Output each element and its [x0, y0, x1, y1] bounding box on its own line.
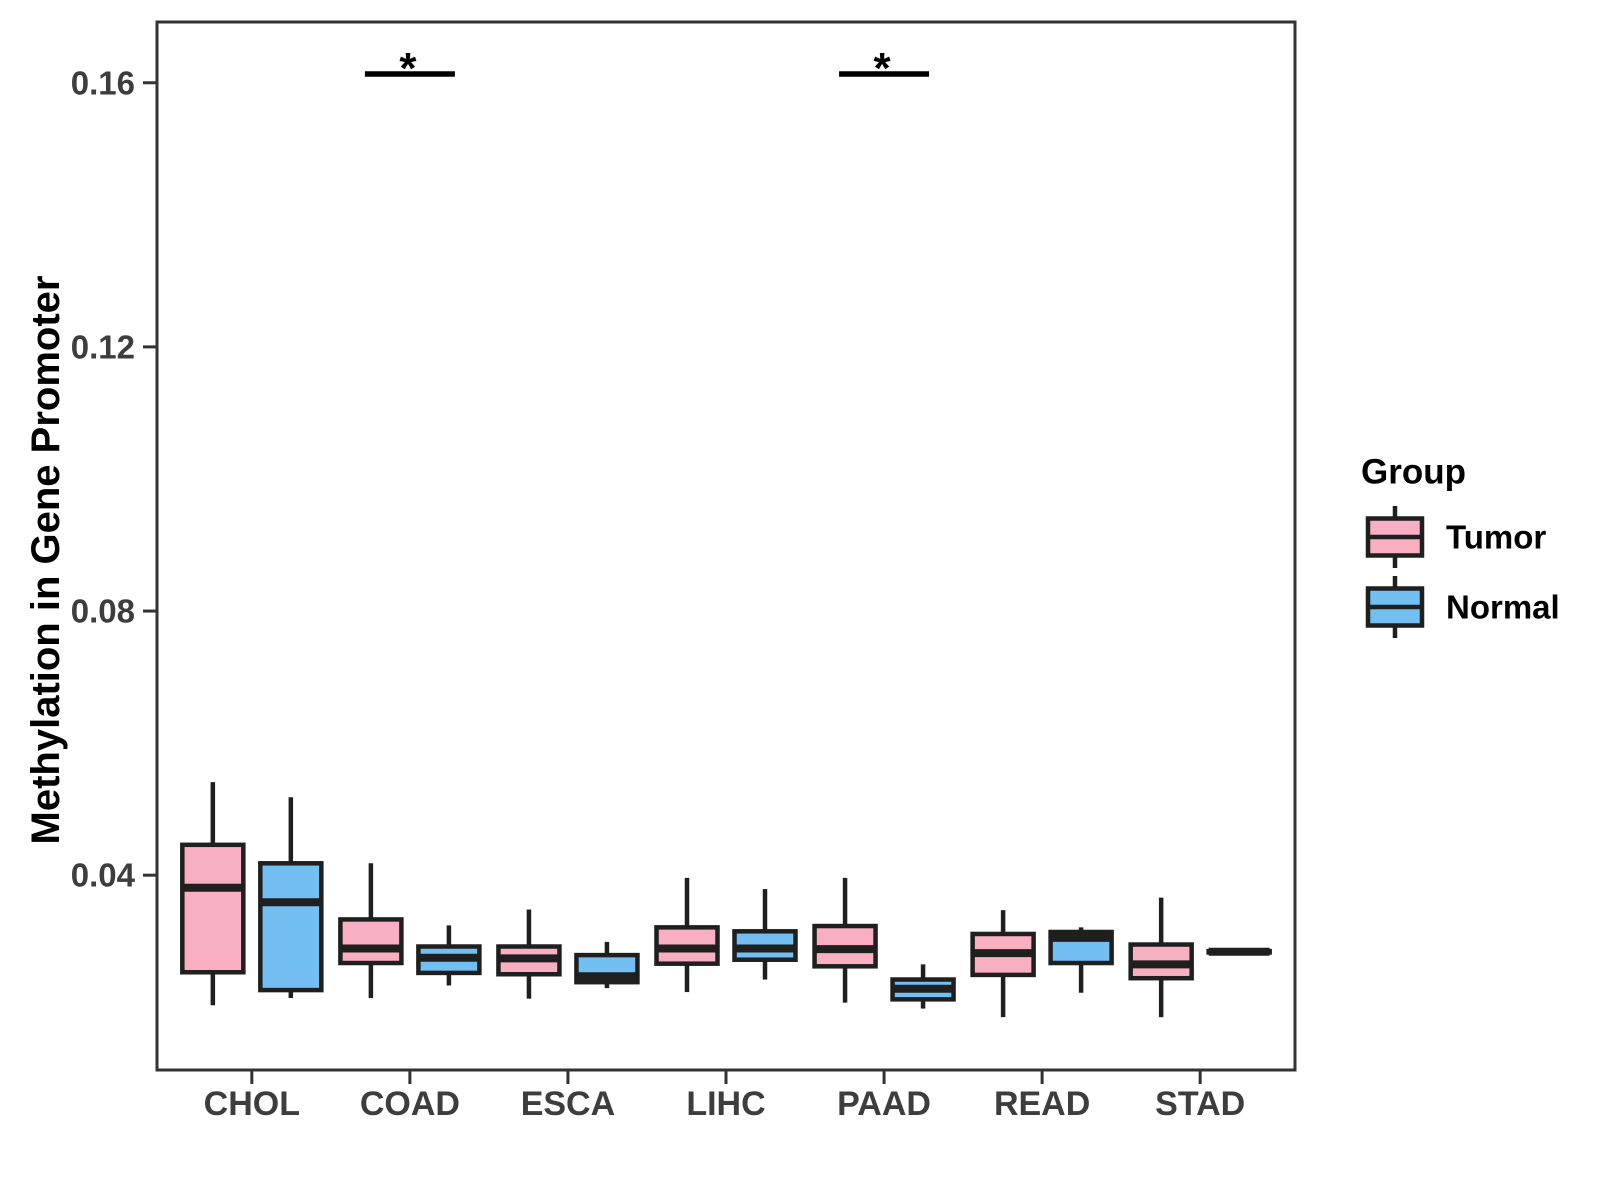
axes-layer: 0.04 0.08 0.12 0.16 CHOL COAD ESCA LIHC PAAD READ…	[71, 64, 1245, 1123]
box-paad-tumor	[812, 877, 878, 1003]
box-read-normal	[1048, 927, 1114, 993]
box-stad-normal	[1206, 947, 1272, 956]
boxplot-layer	[180, 782, 1272, 1018]
legend-key-normal	[1365, 576, 1425, 638]
sig-star-coad: *	[399, 44, 417, 93]
panel-border	[155, 20, 1297, 1072]
significance-layer: * *	[364, 44, 930, 93]
box-stad-tumor	[1128, 897, 1194, 1018]
x-tick-label-lihc: LIHC	[686, 1085, 765, 1123]
box-lihc-normal	[732, 889, 798, 980]
y-tick-label: 0.12	[71, 328, 135, 365]
x-tick-label-paad: PAAD	[837, 1085, 931, 1123]
box-paad-normal	[890, 964, 956, 1009]
legend: Group Tumor Normal	[1361, 453, 1560, 638]
x-tick-label-coad: COAD	[360, 1085, 460, 1123]
sig-star-paad: *	[873, 44, 891, 93]
y-tick-label: 0.08	[71, 593, 135, 630]
box-lihc-tumor	[654, 877, 720, 993]
x-tick-label-esca: ESCA	[521, 1085, 615, 1123]
box-esca-normal	[574, 941, 640, 989]
x-tick-label-read: READ	[994, 1085, 1090, 1123]
y-tick-label: 0.16	[71, 64, 135, 101]
box-coad-tumor-iqr	[338, 917, 404, 966]
x-tick-label-stad: STAD	[1155, 1085, 1245, 1123]
legend-title: Group	[1361, 453, 1466, 492]
box-chol-normal	[258, 797, 324, 999]
y-tick-label: 0.04	[71, 857, 136, 894]
box-esca-tumor	[496, 909, 562, 999]
box-read-tumor	[970, 910, 1036, 1018]
legend-key-tumor	[1365, 506, 1425, 568]
box-chol-tumor	[180, 782, 246, 1006]
box-coad-tumor	[338, 863, 404, 999]
legend-label-tumor: Tumor	[1446, 519, 1546, 556]
box-coad-normal	[416, 925, 482, 986]
plot-panel	[155, 20, 1297, 1072]
legend-label-normal: Normal	[1446, 589, 1560, 626]
y-axis-title: Methylation in Gene Promoter	[24, 276, 68, 845]
x-tick-label-chol: CHOL	[204, 1085, 300, 1123]
legend-keys	[1365, 506, 1425, 638]
box-chol-tumor-iqr	[180, 842, 246, 975]
box-chol-normal-iqr	[258, 861, 324, 993]
